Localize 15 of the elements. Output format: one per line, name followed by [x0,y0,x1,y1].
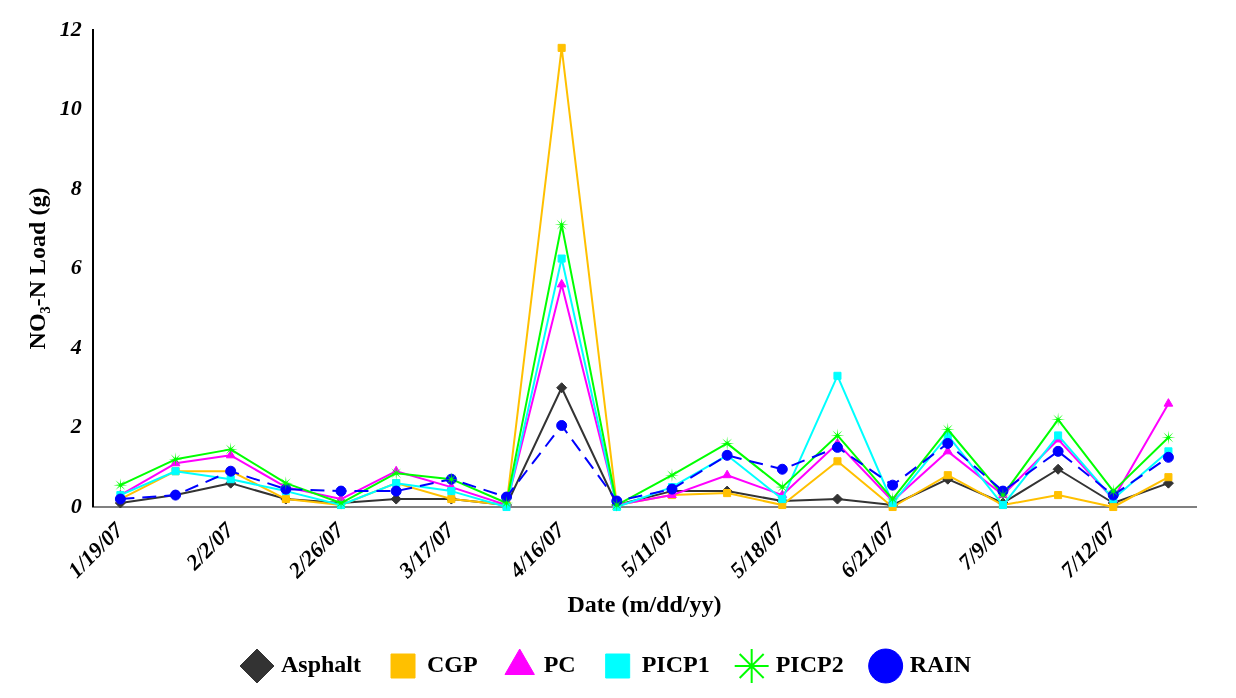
y-tick-label: 6 [70,254,82,280]
legend-label: PC [543,651,576,678]
legend-label: RAIN [909,651,972,678]
legend-label: PICP2 [775,651,844,678]
legend-label: Asphalt [281,651,362,678]
y-tick-label: 4 [69,333,82,359]
y-tick-label: 12 [59,15,82,41]
legend-label: PICP1 [641,651,710,678]
legend-label: CGP [427,651,478,678]
y-axis-title: NO₃-N Load (g) [23,187,50,350]
y-tick-label: 2 [69,413,82,439]
y-tick-label: 0 [70,492,82,518]
y-tick-label: 10 [59,95,82,121]
y-tick-label: 8 [70,174,82,200]
x-axis-title: Date (m/dd/yy) [567,590,722,617]
